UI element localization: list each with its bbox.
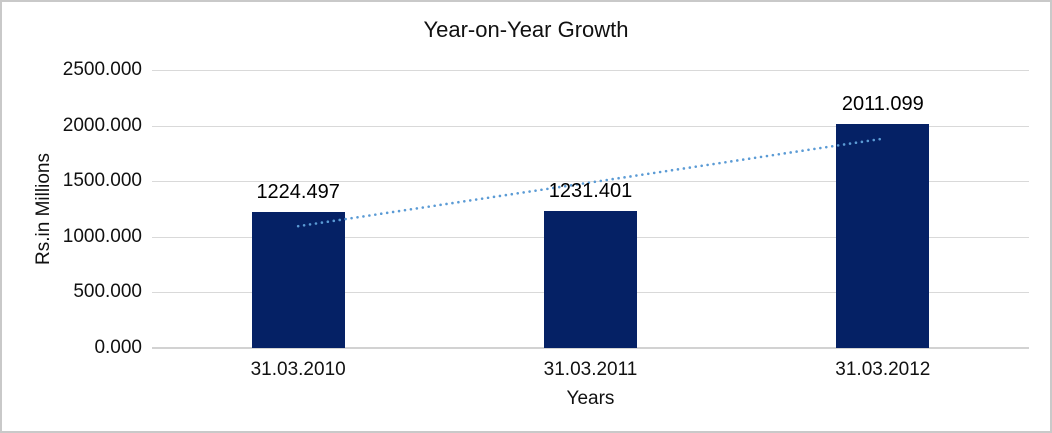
trendline [296, 137, 885, 228]
bar-31.03.2011 [544, 211, 637, 348]
x-axis-line [152, 347, 1029, 349]
chart-title: Year-on-Year Growth [423, 17, 629, 42]
y-tick-label: 0.000 [94, 337, 142, 358]
y-tick-label: 1000.000 [62, 225, 142, 247]
data-label: 2011.099 [841, 93, 924, 116]
x-tick-label: 31.03.2011 [543, 359, 638, 380]
x-tick-label: 31.03.2012 [835, 359, 931, 380]
data-label: 1224.497 [256, 180, 340, 203]
bar-31.03.2010 [251, 211, 345, 348]
y-tick-label: 1500.000 [62, 170, 142, 192]
x-axis-title: Years [566, 388, 615, 409]
trendline-dotted [296, 137, 885, 228]
y-tick-label: 2500.000 [62, 59, 142, 80]
x-tick-label: 31.03.2010 [250, 359, 346, 380]
y-tick-label: 2000.000 [62, 114, 142, 136]
data-label: 1231.401 [548, 180, 633, 203]
gridline [152, 70, 1029, 71]
gridline [152, 125, 1029, 127]
plot-area: 1224.497 1231.401 2011.099 [152, 70, 1029, 349]
bar-31.03.2012 [836, 124, 930, 348]
y-tick-label: 500.000 [73, 281, 142, 303]
gridline [152, 181, 1029, 183]
